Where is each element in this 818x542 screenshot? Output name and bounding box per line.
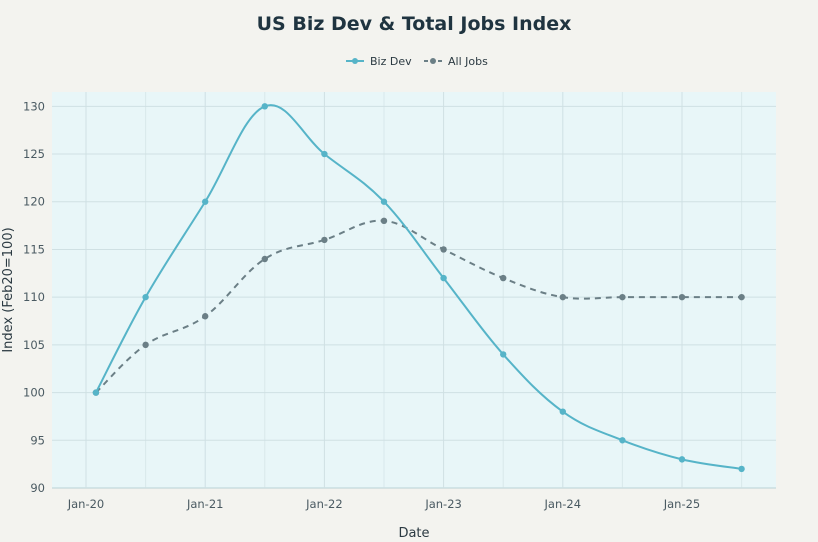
data-point — [440, 274, 447, 282]
legend-item: All Jobs — [424, 55, 488, 68]
data-point — [380, 198, 388, 205]
series-line — [95, 104, 742, 470]
plot-area — [52, 92, 776, 488]
x-tick-label: Jan-20 — [67, 497, 105, 511]
x-axis-title: Date — [398, 526, 429, 541]
data-point — [678, 293, 686, 301]
data-point — [380, 217, 388, 225]
data-point — [500, 351, 507, 358]
legend-marker — [430, 58, 436, 64]
data-point — [619, 437, 626, 444]
data-point — [738, 465, 745, 473]
legend-marker — [352, 58, 358, 64]
data-point — [321, 150, 328, 158]
data-point — [261, 255, 268, 263]
x-tick-label: Jan-24 — [544, 497, 582, 511]
legend-item: Biz Dev — [346, 55, 412, 68]
data-point — [142, 341, 149, 349]
legend-label: Biz Dev — [370, 55, 412, 68]
x-tick-label: Jan-22 — [305, 497, 343, 511]
series-layer — [92, 103, 745, 473]
x-tick-label: Jan-21 — [186, 497, 224, 511]
data-point — [202, 198, 209, 205]
data-point — [142, 293, 149, 301]
data-point — [559, 293, 566, 301]
y-tick-label: 90 — [30, 481, 45, 495]
y-tick-label: 120 — [23, 195, 45, 209]
y-tick-label: 95 — [30, 433, 45, 447]
x-tick-label: Jan-25 — [663, 497, 701, 511]
axis-tick-labels: 90 95 100 105 110 115 120 125 130 Jan-20 Jan-21 Jan… — [23, 99, 700, 511]
legend-label: All Jobs — [448, 55, 488, 68]
y-axis-title: Index (Feb20=100) — [1, 227, 16, 352]
y-tick-label: 100 — [23, 386, 45, 400]
y-tick-label: 115 — [23, 242, 45, 256]
data-point — [261, 103, 268, 110]
y-tick-label: 105 — [23, 338, 45, 352]
data-point — [559, 408, 566, 415]
data-point — [738, 293, 745, 301]
data-point — [321, 236, 328, 244]
data-point — [92, 389, 100, 396]
legend: Biz Dev All Jobs — [346, 55, 488, 68]
data-point — [202, 313, 209, 320]
data-point — [619, 293, 626, 301]
y-tick-label: 110 — [23, 290, 45, 304]
gridlines — [52, 92, 776, 489]
y-tick-label: 125 — [23, 147, 45, 161]
series-biz-dev — [92, 103, 745, 473]
chart-title: US Biz Dev & Total Jobs Index — [257, 13, 572, 35]
y-tick-label: 130 — [23, 99, 45, 113]
data-point — [678, 456, 686, 463]
x-tick-label: Jan-23 — [424, 497, 462, 511]
data-point — [500, 274, 507, 282]
data-point — [440, 246, 447, 253]
